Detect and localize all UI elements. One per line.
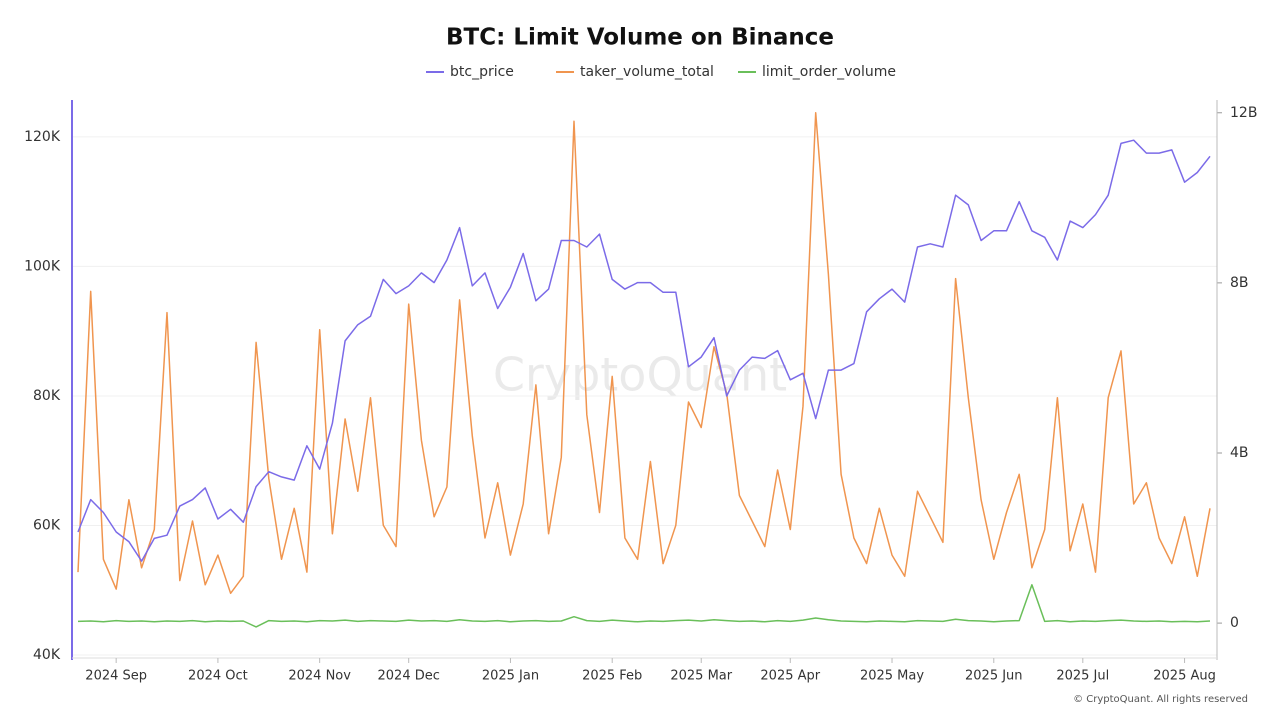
x-tick-label: 2024 Oct <box>188 669 248 684</box>
watermark: CryptoQuant <box>493 348 787 402</box>
y2-tick-label: 4B <box>1230 445 1249 461</box>
y-tick-label: 60K <box>33 517 61 533</box>
legend-label: limit_order_volume <box>762 64 896 80</box>
legend-label: btc_price <box>450 64 514 80</box>
x-tick-label: 2025 Apr <box>760 669 820 684</box>
y2-tick-label: 8B <box>1230 275 1249 291</box>
series-line <box>77 584 1211 628</box>
x-tick-label: 2025 Feb <box>582 669 642 684</box>
series-line <box>77 112 1211 595</box>
y2-tick-label: 12B <box>1230 105 1257 121</box>
x-tick-label: 2025 Mar <box>670 669 732 684</box>
x-tick-label: 2025 Jul <box>1056 669 1109 684</box>
y-tick-label: 100K <box>24 258 61 274</box>
x-tick-label: 2025 May <box>860 669 924 684</box>
y-tick-label: 80K <box>33 388 61 404</box>
footer: © CryptoQuant. All rights reserved <box>1073 694 1248 705</box>
x-tick-label: 2025 Jun <box>965 669 1023 684</box>
legend-label: taker_volume_total <box>580 64 714 80</box>
y2-tick-label: 0 <box>1230 615 1239 631</box>
chart-title: BTC: Limit Volume on Binance <box>446 25 834 51</box>
y-tick-label: 120K <box>24 129 61 145</box>
x-tick-label: 2024 Sep <box>85 669 147 684</box>
x-tick-label: 2024 Nov <box>288 669 351 684</box>
series-line <box>77 139 1211 562</box>
x-tick-label: 2024 Dec <box>378 669 440 684</box>
y-tick-label: 40K <box>33 647 61 663</box>
x-tick-label: 2025 Aug <box>1153 669 1216 684</box>
x-tick-label: 2025 Jan <box>482 669 539 684</box>
